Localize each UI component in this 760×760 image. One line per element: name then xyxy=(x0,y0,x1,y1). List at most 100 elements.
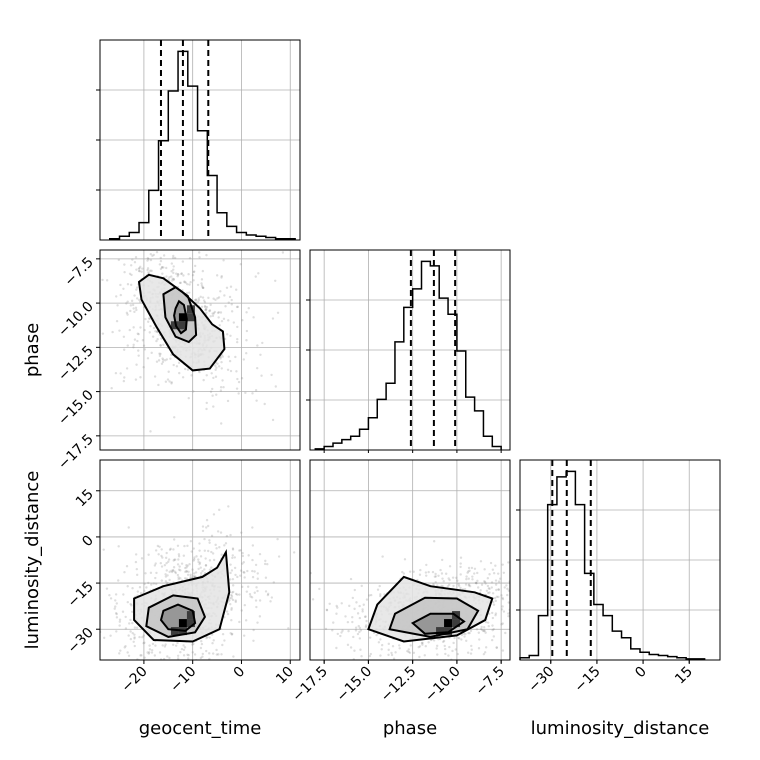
sample-point xyxy=(191,568,194,571)
sample-point xyxy=(245,339,248,342)
sample-point xyxy=(500,623,503,626)
sample-point xyxy=(129,309,132,313)
sample-point xyxy=(211,314,215,318)
sample-point xyxy=(189,573,192,577)
sample-point xyxy=(213,364,217,367)
sample-point xyxy=(134,256,138,259)
sample-point xyxy=(234,592,238,596)
sample-point xyxy=(139,376,142,379)
sample-point xyxy=(141,636,144,639)
sample-point xyxy=(138,635,141,639)
sample-point xyxy=(141,267,144,270)
sample-point xyxy=(154,330,157,333)
sample-point xyxy=(341,629,344,632)
sample-point xyxy=(159,675,161,677)
y-tick-label-phase: −12.5 xyxy=(55,343,97,385)
sample-point xyxy=(214,368,217,371)
sample-point xyxy=(122,287,125,290)
sample-point xyxy=(358,616,362,620)
sample-point xyxy=(142,344,146,347)
sample-point xyxy=(106,246,108,248)
sample-point xyxy=(387,653,390,657)
sample-point xyxy=(459,573,462,576)
sample-point xyxy=(111,330,114,334)
sample-point xyxy=(255,399,258,402)
sample-point xyxy=(487,591,490,595)
sample-point xyxy=(467,584,471,587)
sample-point xyxy=(129,283,133,287)
sample-point xyxy=(197,297,200,300)
sample-point xyxy=(368,636,372,639)
sample-point xyxy=(167,560,170,563)
sample-point xyxy=(497,580,501,583)
sample-point xyxy=(397,660,399,662)
sample-point xyxy=(480,628,484,631)
sample-point xyxy=(494,564,497,567)
sample-point xyxy=(241,551,244,555)
sample-point xyxy=(238,593,241,596)
sample-point xyxy=(119,293,123,297)
sample-point xyxy=(468,569,471,573)
sample-point xyxy=(425,574,428,577)
sample-point xyxy=(239,574,242,577)
sample-point xyxy=(217,365,221,368)
sample-point xyxy=(138,586,142,589)
sample-point xyxy=(245,329,249,333)
sample-point xyxy=(188,563,191,566)
sample-point xyxy=(200,278,204,281)
sample-point xyxy=(234,600,237,604)
sample-point xyxy=(231,554,234,557)
sample-point xyxy=(160,565,164,568)
sample-point xyxy=(140,654,143,657)
sample-point xyxy=(447,654,450,657)
sample-point xyxy=(216,311,220,315)
sample-point xyxy=(214,662,216,664)
sample-point xyxy=(193,298,197,302)
sample-point xyxy=(204,564,208,567)
sample-point xyxy=(196,283,200,287)
sample-point xyxy=(212,376,215,380)
sample-point xyxy=(245,590,249,593)
sample-point xyxy=(418,655,421,659)
sample-point xyxy=(160,337,163,340)
sample-point xyxy=(231,591,234,594)
sample-point xyxy=(480,583,484,586)
sample-point xyxy=(331,629,334,632)
sample-point xyxy=(272,581,276,584)
sample-point xyxy=(163,563,167,567)
sample-point xyxy=(190,208,192,210)
sample-point xyxy=(212,312,216,315)
sample-point xyxy=(230,569,234,572)
sample-point xyxy=(239,549,242,552)
sample-point xyxy=(254,275,257,278)
sample-point xyxy=(175,365,179,368)
sample-point xyxy=(135,268,138,271)
sample-point xyxy=(143,589,146,593)
sample-point xyxy=(263,562,267,566)
sample-point xyxy=(177,576,180,579)
contour-level-0 xyxy=(173,299,188,335)
sample-point xyxy=(124,695,126,697)
x-tick-label-geocent_time: −10 xyxy=(167,664,199,696)
sample-point xyxy=(256,589,259,593)
sample-point xyxy=(150,351,153,355)
sample-point xyxy=(205,307,208,311)
sample-point xyxy=(432,540,436,543)
sample-point xyxy=(172,548,175,551)
sample-point xyxy=(484,631,487,634)
sample-point xyxy=(315,427,317,429)
sample-point xyxy=(204,308,207,312)
sample-point xyxy=(227,355,230,358)
sample-point xyxy=(169,357,172,360)
sample-point xyxy=(130,273,133,277)
sample-point xyxy=(142,641,145,645)
sample-point xyxy=(274,279,277,282)
x-tick-label-phase: −10.0 xyxy=(422,664,464,706)
yaxis-label-luminosity-distance: luminosity_distance xyxy=(22,471,43,650)
sample-point xyxy=(214,543,217,547)
sample-point xyxy=(254,599,258,602)
sample-point xyxy=(440,558,444,562)
sample-point xyxy=(195,299,198,302)
sample-point xyxy=(229,563,232,566)
sample-point xyxy=(156,330,159,333)
